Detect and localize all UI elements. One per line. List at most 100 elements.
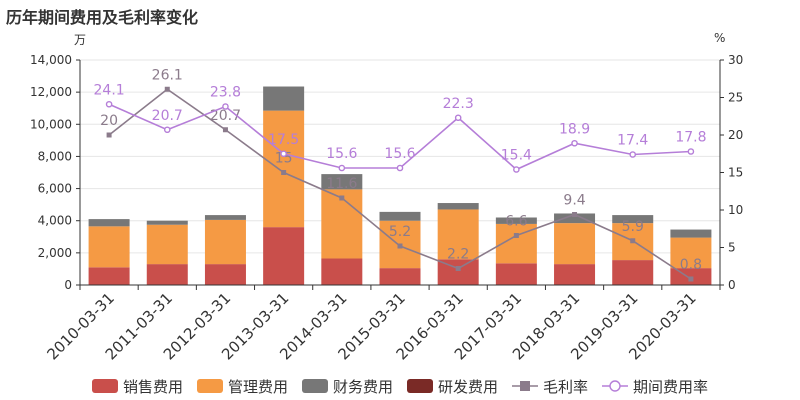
y-left-tick-label: 8,000 — [38, 149, 72, 163]
data-label: 15.6 — [384, 146, 415, 162]
data-label: 20.7 — [210, 108, 241, 124]
y-left-tick-label: 4,000 — [38, 214, 72, 228]
legend-key — [602, 380, 629, 392]
line-point — [397, 243, 403, 249]
data-label: 17.4 — [617, 133, 648, 149]
legend-label: 毛利率 — [543, 377, 589, 396]
bar-segment — [263, 110, 305, 228]
legend-label: 财务费用 — [332, 377, 393, 396]
data-label: 20.7 — [152, 108, 183, 124]
right-axis-unit: % — [714, 31, 726, 45]
data-label: 17.8 — [675, 130, 706, 146]
y-right-tick-label: 25 — [728, 91, 743, 105]
bar-segment — [263, 227, 305, 285]
line-point — [396, 164, 404, 172]
line-point — [688, 276, 694, 282]
legend-item[interactable]: 管理费用 — [196, 376, 288, 397]
legend-item[interactable]: 毛利率 — [512, 376, 588, 397]
bar-segment — [88, 267, 130, 285]
bar-segment — [88, 226, 130, 268]
bar-segment — [495, 263, 537, 285]
left-axis-unit: 万 — [74, 33, 87, 47]
y-right-tick-label: 0 — [728, 278, 736, 292]
data-label: 26.1 — [152, 67, 183, 83]
legend-key — [301, 379, 328, 393]
line-point — [106, 132, 112, 138]
bar-segment — [612, 215, 654, 224]
y-left-tick-label: 2,000 — [38, 246, 72, 260]
data-label: 24.1 — [94, 82, 125, 98]
data-label: 5.9 — [622, 219, 644, 235]
legend-item[interactable]: 研发费用 — [407, 376, 498, 397]
line-point — [338, 164, 346, 172]
data-label: 22.3 — [443, 96, 474, 112]
legend-key — [407, 379, 433, 393]
legend-label: 销售费用 — [122, 377, 183, 396]
y-right-tick-label: 30 — [728, 53, 743, 67]
data-label: 5.2 — [389, 224, 411, 240]
legend-key — [91, 379, 118, 393]
y-left-tick-label: 12,000 — [30, 85, 72, 99]
y-right-tick-label: 10 — [728, 203, 743, 217]
chart-title: 历年期间费用及毛利率变化 — [6, 8, 199, 27]
legend-item[interactable]: 期间费用率 — [602, 376, 708, 397]
bar-segment — [146, 220, 188, 225]
line-point — [280, 150, 287, 158]
bar-segment — [554, 264, 596, 285]
line-point — [222, 103, 229, 110]
data-label: 18.9 — [559, 121, 590, 137]
data-label: 0.8 — [680, 257, 702, 273]
data-label: 17.5 — [268, 132, 299, 148]
line-point — [222, 127, 228, 133]
bar-segment — [379, 268, 421, 285]
data-label: 11.6 — [326, 176, 357, 192]
bar-segment — [146, 264, 188, 285]
bar-segment — [321, 174, 363, 190]
legend-item[interactable]: 销售费用 — [91, 376, 183, 397]
bar-segment — [554, 213, 596, 224]
y-left-tick-label: 0 — [64, 278, 72, 292]
data-label: 15.4 — [501, 148, 532, 164]
data-label: 2.2 — [447, 247, 469, 263]
bar-segment — [321, 258, 363, 285]
bar-segment — [437, 209, 479, 260]
line-point — [339, 195, 345, 201]
bar-segment — [263, 86, 305, 111]
line-point — [164, 86, 170, 92]
bar-segment — [379, 211, 421, 221]
bar-segment — [88, 219, 130, 227]
data-label: 6.6 — [505, 214, 527, 230]
line-point — [105, 100, 113, 108]
line-point — [454, 114, 462, 122]
y-right-tick-label: 20 — [728, 128, 743, 142]
data-label: 20 — [100, 113, 118, 129]
bar-segment — [670, 237, 712, 269]
bar-segment — [204, 264, 246, 285]
line-point — [281, 170, 287, 175]
bar-segment — [146, 224, 188, 265]
line-point — [687, 148, 695, 155]
bar-segment — [437, 203, 479, 210]
legend-label: 期间费用率 — [633, 377, 709, 396]
bar-segment — [612, 260, 654, 285]
bar-segment — [554, 223, 596, 265]
bar-segment — [670, 229, 712, 238]
bar-segment — [321, 189, 363, 259]
bar-segment — [204, 219, 246, 265]
chart-canvas: 0 2,000 4,000 6,000 8,000 10,000 12,000 14,000 0… — [30, 53, 743, 363]
line-point — [513, 166, 520, 173]
bar-segment — [204, 215, 246, 220]
legend-item[interactable]: 财务费用 — [301, 376, 393, 397]
line-point — [513, 233, 519, 238]
line-point — [163, 126, 171, 134]
legend-label: 管理费用 — [227, 377, 288, 396]
data-label: 15.6 — [326, 146, 357, 162]
data-label: 23.8 — [210, 85, 241, 101]
bar-segment — [495, 217, 537, 224]
legend-label: 研发费用 — [438, 377, 499, 396]
y-left-tick-label: 14,000 — [30, 53, 72, 67]
legend-key — [196, 379, 223, 393]
legend: 销售费用 管理费用 财务费用 研发费用 毛利率 期间费用率 — [0, 374, 800, 398]
y-left-tick-label: 10,000 — [30, 117, 72, 131]
line-point — [571, 139, 578, 147]
